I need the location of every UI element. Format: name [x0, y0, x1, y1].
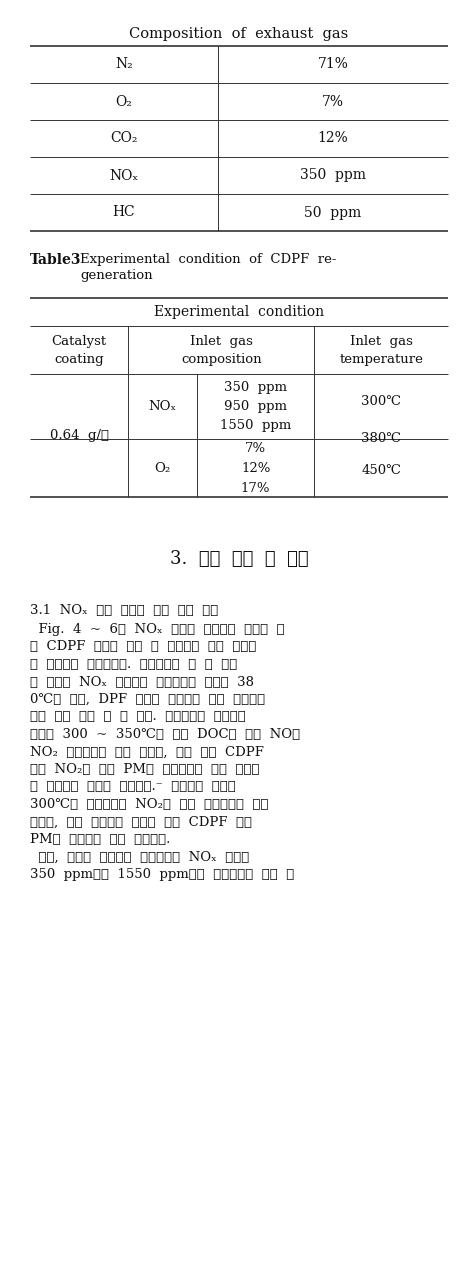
- Text: 350  ppm: 350 ppm: [300, 168, 366, 182]
- Text: CO₂: CO₂: [110, 131, 138, 145]
- Text: Experimental  condition  of  CDPF  re-: Experimental condition of CDPF re-: [80, 253, 337, 266]
- Text: 350  ppm에서  1550  ppm으로  증가할수록  재생  시: 350 ppm에서 1550 ppm으로 증가할수록 재생 시: [30, 867, 294, 882]
- Text: 내의  NO₂에  의한  PM의  산화반응이  가장  활발하: 내의 NO₂에 의한 PM의 산화반응이 가장 활발하: [30, 763, 259, 776]
- Text: 또한,  각각의  그래프를  비교해보면  NOₓ  농도가: 또한, 각각의 그래프를 비교해보면 NOₓ 농도가: [30, 851, 249, 864]
- Text: generation: generation: [80, 269, 153, 281]
- Text: 7%: 7%: [322, 95, 344, 108]
- Text: 가장  높은  것을  알  수  있다.  일반적으로  배기가스: 가장 높은 것을 알 수 있다. 일반적으로 배기가스: [30, 711, 246, 723]
- Text: 0.64  g/ℓ: 0.64 g/ℓ: [50, 429, 109, 442]
- Text: 12%: 12%: [318, 131, 348, 145]
- Text: O₂: O₂: [155, 461, 171, 474]
- Text: 른  CDPF  후단의  재생  중  배기가스  온도  변화량: 른 CDPF 후단의 재생 중 배기가스 온도 변화량: [30, 640, 256, 654]
- Text: 450℃: 450℃: [361, 464, 401, 478]
- Text: NOₓ: NOₓ: [109, 168, 139, 182]
- Text: 350  ppm
950  ppm
1550  ppm: 350 ppm 950 ppm 1550 ppm: [220, 380, 291, 432]
- Text: NOₓ: NOₓ: [148, 400, 177, 412]
- Text: PM의  산화량은  적게  나타났다.: PM의 산화량은 적게 나타났다.: [30, 833, 170, 846]
- Text: Table3: Table3: [30, 253, 82, 267]
- Text: 71%: 71%: [318, 58, 348, 72]
- Text: 50  ppm: 50 ppm: [304, 206, 362, 220]
- Text: 300℃인  조건에서는  NO₂의  양은  재생조건을  충족: 300℃인 조건에서는 NO₂의 양은 재생조건을 충족: [30, 798, 268, 811]
- Text: 7%
12%
17%: 7% 12% 17%: [241, 442, 270, 495]
- Text: Composition  of  exhaust  gas: Composition of exhaust gas: [129, 27, 348, 41]
- Text: 0℃일  경우,  DPF  후단의  배기가스  온도  변화량이: 0℃일 경우, DPF 후단의 배기가스 온도 변화량이: [30, 693, 265, 705]
- Text: NO₂  변환효율이  가장  높으며,  이로  인해  CDPF: NO₂ 변환효율이 가장 높으며, 이로 인해 CDPF: [30, 745, 264, 758]
- Text: 300℃: 300℃: [361, 394, 401, 407]
- Text: 3.  실험  결과  및  고찰: 3. 실험 결과 및 고찰: [170, 550, 308, 568]
- Text: 게  일어나는  것으로  판단된다.⁻  배기가스  온도가: 게 일어나는 것으로 판단된다.⁻ 배기가스 온도가: [30, 780, 236, 794]
- Text: Experimental  condition: Experimental condition: [154, 305, 324, 319]
- Text: 을  나타내는  그래프이다.  그래프에서  볼  수  있듯: 을 나타내는 그래프이다. 그래프에서 볼 수 있듯: [30, 658, 237, 671]
- Text: 380℃: 380℃: [361, 433, 401, 446]
- Text: Fig.  4  ~  6는  NOₓ  농도와  배기가스  온도에  따: Fig. 4 ~ 6는 NOₓ 농도와 배기가스 온도에 따: [30, 623, 284, 636]
- Text: N₂: N₂: [115, 58, 133, 72]
- Text: Inlet  gas
temperature: Inlet gas temperature: [339, 334, 423, 365]
- Text: O₂: O₂: [116, 95, 133, 108]
- Text: 이  각각의  NOₓ  농도에서  배기가스의  온도가  38: 이 각각의 NOₓ 농도에서 배기가스의 온도가 38: [30, 676, 254, 689]
- Text: 온도가  300  ~  350℃일  경우  DOC에  의한  NO의: 온도가 300 ~ 350℃일 경우 DOC에 의한 NO의: [30, 729, 300, 741]
- Text: Inlet  gas
composition: Inlet gas composition: [181, 334, 262, 365]
- Text: HC: HC: [113, 206, 136, 220]
- Text: 3.1  NOₓ  농도  변화에  따른  재생  특성: 3.1 NOₓ 농도 변화에 따른 재생 특성: [30, 604, 218, 617]
- Text: Catalyst
coating: Catalyst coating: [52, 334, 107, 365]
- Text: 시키나,  낙은  배기가스  온도로  인해  CDPF  내의: 시키나, 낙은 배기가스 온도로 인해 CDPF 내의: [30, 816, 252, 829]
